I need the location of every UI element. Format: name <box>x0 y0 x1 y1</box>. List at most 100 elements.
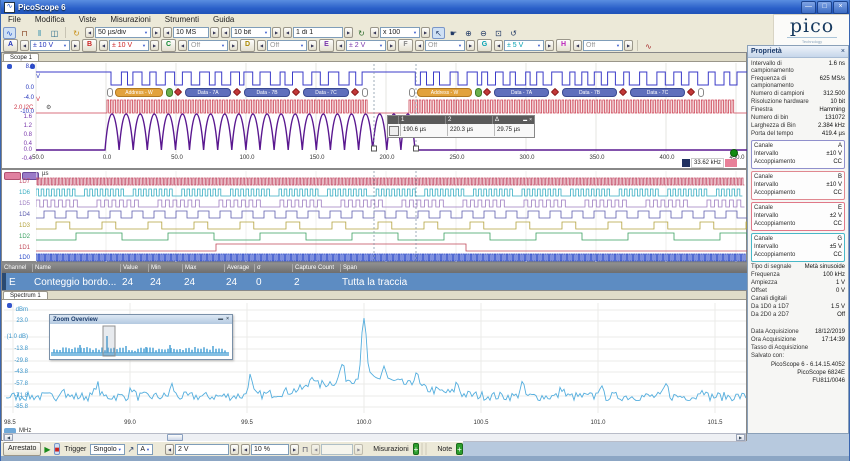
minimize-button[interactable]: — <box>801 1 816 14</box>
zoom-select[interactable]: x 100▼ <box>380 27 420 38</box>
delete-measurement-icon[interactable] <box>425 443 427 455</box>
samples-select[interactable]: 10 MS <box>173 27 209 38</box>
trigger-delay-next-icon[interactable]: ▶ <box>354 444 363 455</box>
zoom-overview-window[interactable]: Zoom Overview▬× <box>49 314 233 360</box>
zoom-in-icon[interactable]: ⊕ <box>462 27 475 39</box>
menu-viste[interactable]: Viste <box>72 14 104 26</box>
properties-close-icon[interactable]: × <box>841 48 845 55</box>
channel-A-range-next-icon[interactable]: ▶ <box>71 40 80 51</box>
channel-H-button[interactable]: H <box>556 39 571 52</box>
tab-spectrum-1[interactable]: Spectrum 1 <box>3 291 48 299</box>
scrollbar-right-icon[interactable]: ▶ <box>736 434 745 441</box>
trigger-type-icon[interactable]: ↗ <box>127 443 136 455</box>
trigger-level[interactable]: 2 V <box>175 444 229 455</box>
refresh-icon[interactable]: ↻ <box>70 27 83 39</box>
zoom-window-icon[interactable]: ⊡ <box>492 27 505 39</box>
trigger-level-next-icon[interactable]: ▶ <box>230 444 239 455</box>
channel-G-range-next-icon[interactable]: ▶ <box>545 40 554 51</box>
pretrigger-next-icon[interactable]: ▶ <box>290 444 299 455</box>
zoom-select-next-icon[interactable]: ▶ <box>421 27 430 38</box>
menu-modifica[interactable]: Modifica <box>28 14 72 26</box>
buffer-nav-next-icon[interactable]: ▶ <box>344 27 353 38</box>
trigger-source-select[interactable]: A▼ <box>137 444 153 455</box>
menu-misurazioni[interactable]: Misurazioni <box>103 14 157 26</box>
menu-guida[interactable]: Guida <box>206 14 241 26</box>
channel-G-button[interactable]: G <box>477 39 492 52</box>
channel-C-button[interactable]: C <box>161 39 176 52</box>
channel-F-range-next-icon[interactable]: ▶ <box>466 40 475 51</box>
stop-icon[interactable]: ■ <box>54 443 61 455</box>
channel-A-button[interactable]: A <box>3 39 18 52</box>
persistence-view-icon[interactable]: ⊓ <box>18 27 31 39</box>
channel-E-button[interactable]: E <box>319 39 334 52</box>
tab-scope-1[interactable]: Scope 1 <box>3 53 39 61</box>
play-icon[interactable]: ▶ <box>43 443 51 455</box>
ruler-legend-handle[interactable] <box>389 126 399 136</box>
time-ruler-handle[interactable] <box>414 146 419 151</box>
timebase-select[interactable]: 50 µs/div▼ <box>95 27 151 38</box>
zoom-select-prev-icon[interactable]: ◀ <box>370 27 379 38</box>
timebase-select-prev-icon[interactable]: ◀ <box>85 27 94 38</box>
spectrum-view-icon[interactable]: ‖ <box>33 27 46 39</box>
xy-view-icon[interactable]: ◫ <box>48 27 61 39</box>
channel-H-range-prev-icon[interactable]: ◀ <box>573 40 582 51</box>
edit-measurement-icon[interactable] <box>421 443 423 455</box>
channel-B-range-next-icon[interactable]: ▶ <box>150 40 159 51</box>
samples-select-prev-icon[interactable]: ◀ <box>163 27 172 38</box>
zoom-overview-titlebar[interactable]: Zoom Overview▬× <box>50 315 232 324</box>
zoom-region-rect[interactable] <box>103 326 115 356</box>
scrollbar-thumb[interactable] <box>167 434 183 441</box>
channel-G-range[interactable]: ± 5 V▼ <box>504 40 544 51</box>
channel-B-range[interactable]: ± 10 V▼ <box>109 40 149 51</box>
buffer-nav[interactable]: 1 di 1 <box>293 27 343 38</box>
ruler-legend-close-icon[interactable]: × <box>529 116 534 124</box>
trigger-mode-select[interactable]: Singolo▼ <box>90 444 124 455</box>
channel-F-button[interactable]: F <box>398 39 413 52</box>
scope-view-icon[interactable]: ∿ <box>3 27 16 39</box>
zoom-undo-icon[interactable]: ↺ <box>507 27 520 39</box>
channel-G-range-prev-icon[interactable]: ◀ <box>494 40 503 51</box>
channel-C-range-prev-icon[interactable]: ◀ <box>178 40 187 51</box>
buffer-refresh-icon[interactable]: ↻ <box>355 27 368 39</box>
channel-F-range[interactable]: Off▼ <box>425 40 465 51</box>
channel-A-range[interactable]: ± 10 V▼ <box>30 40 70 51</box>
zoom-overview-minimize-icon[interactable]: ▬ <box>218 316 223 323</box>
time-ruler-handle[interactable] <box>372 146 377 151</box>
channel-D-range[interactable]: Off▼ <box>267 40 307 51</box>
measurement-row[interactable]: EConteggio bordo...2424242402Tutta la tr… <box>2 273 748 291</box>
channel-H-range[interactable]: Off▼ <box>583 40 623 51</box>
channel-B-range-prev-icon[interactable]: ◀ <box>99 40 108 51</box>
buffer-nav-prev-icon[interactable]: ◀ <box>283 27 292 38</box>
add-note-icon[interactable]: + <box>456 443 463 455</box>
signal-generator-icon[interactable]: ∿ <box>642 40 655 52</box>
trigger-delay[interactable] <box>321 444 353 455</box>
run-state-button[interactable]: Arrestato <box>3 442 41 456</box>
trigger-level-prev-icon[interactable]: ◀ <box>165 444 174 455</box>
channel-D-range-prev-icon[interactable]: ◀ <box>257 40 266 51</box>
channel-E-range[interactable]: ± 2 V▼ <box>346 40 386 51</box>
resolution-select-prev-icon[interactable]: ◀ <box>221 27 230 38</box>
channel-B-button[interactable]: B <box>82 39 97 52</box>
close-button[interactable]: × <box>833 1 848 14</box>
channel-C-range[interactable]: Off▼ <box>188 40 228 51</box>
advanced-trigger-icon[interactable] <box>155 443 157 455</box>
channel-E-range-next-icon[interactable]: ▶ <box>387 40 396 51</box>
timebase-select-next-icon[interactable]: ▶ <box>152 27 161 38</box>
menu-file[interactable]: File <box>1 14 28 26</box>
pretrigger-prev-icon[interactable]: ◀ <box>241 444 250 455</box>
channel-D-range-next-icon[interactable]: ▶ <box>308 40 317 51</box>
trigger-marker-dot[interactable] <box>730 149 738 157</box>
pretrigger[interactable]: 10 % <box>251 444 289 455</box>
hand-tool-icon[interactable]: ☛ <box>447 27 460 39</box>
channel-A-range-prev-icon[interactable]: ◀ <box>20 40 29 51</box>
trigger-delay-prev-icon[interactable]: ◀ <box>311 444 320 455</box>
maximize-button[interactable]: □ <box>817 1 832 14</box>
channel-H-range-next-icon[interactable]: ▶ <box>624 40 633 51</box>
samples-select-next-icon[interactable]: ▶ <box>210 27 219 38</box>
channel-C-range-next-icon[interactable]: ▶ <box>229 40 238 51</box>
channel-D-button[interactable]: D <box>240 39 255 52</box>
zoom-out-icon[interactable]: ⊖ <box>477 27 490 39</box>
pointer-tool-icon[interactable]: ↖ <box>432 27 445 39</box>
add-measurement-icon[interactable]: + <box>413 443 420 455</box>
resolution-select[interactable]: 10 bit▼ <box>231 27 271 38</box>
